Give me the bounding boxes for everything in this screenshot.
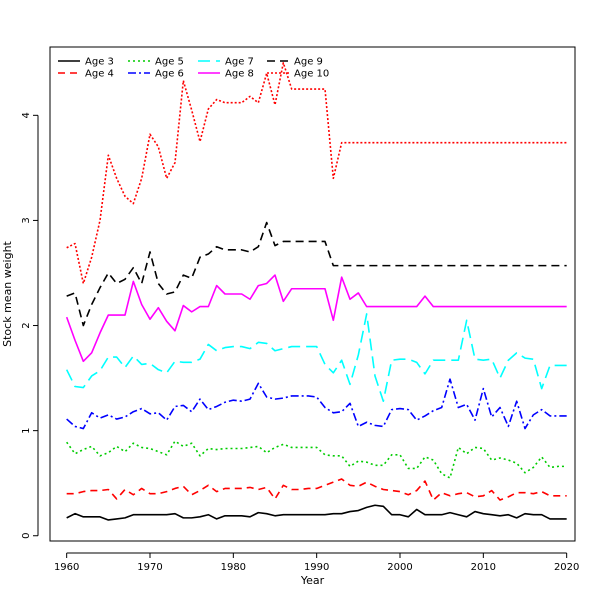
x-axis-title: Year <box>300 574 325 587</box>
x-tick-label: 1990 <box>304 562 329 573</box>
series-line-age-3 <box>66 504 567 521</box>
y-axis: 0 1 2 3 4 <box>21 112 39 539</box>
series-line-age-10 <box>66 61 567 285</box>
y-tick-label: 2 <box>21 322 32 328</box>
y-tick-label: 4 <box>21 112 32 118</box>
legend-label: Age 6 <box>155 69 184 80</box>
legend-label: Age 10 <box>294 69 329 80</box>
series-line-age-6 <box>66 378 567 430</box>
legend-label: Age 9 <box>294 57 323 68</box>
series-line-age-8 <box>65 274 567 363</box>
legend-label: Age 4 <box>85 69 114 80</box>
legend-label: Age 5 <box>155 57 184 68</box>
x-tick-label: 1970 <box>137 562 162 573</box>
series-line-age-5 <box>66 440 567 479</box>
series-line-age-7 <box>65 313 567 403</box>
y-tick-label: 3 <box>21 217 32 223</box>
legend-label: Age 7 <box>225 57 254 68</box>
x-axis: 1960 1970 1980 1990 2000 2010 2020 <box>54 552 579 573</box>
legend-label: Age 8 <box>225 69 254 80</box>
series-line-age-4 <box>66 478 567 501</box>
legend-label: Age 3 <box>85 57 114 68</box>
x-tick-label: 2020 <box>554 562 579 573</box>
y-axis-title: Stock mean weight <box>1 240 14 346</box>
x-tick-label: 1960 <box>54 562 79 573</box>
x-tick-label: 1980 <box>221 562 246 573</box>
series-layer <box>65 61 567 521</box>
y-tick-label: 1 <box>21 427 32 433</box>
x-tick-label: 2010 <box>471 562 496 573</box>
y-tick-label: 0 <box>21 533 32 539</box>
series-line-age-9 <box>66 221 567 327</box>
plot-frame <box>49 46 576 542</box>
x-tick-label: 2000 <box>387 562 412 573</box>
